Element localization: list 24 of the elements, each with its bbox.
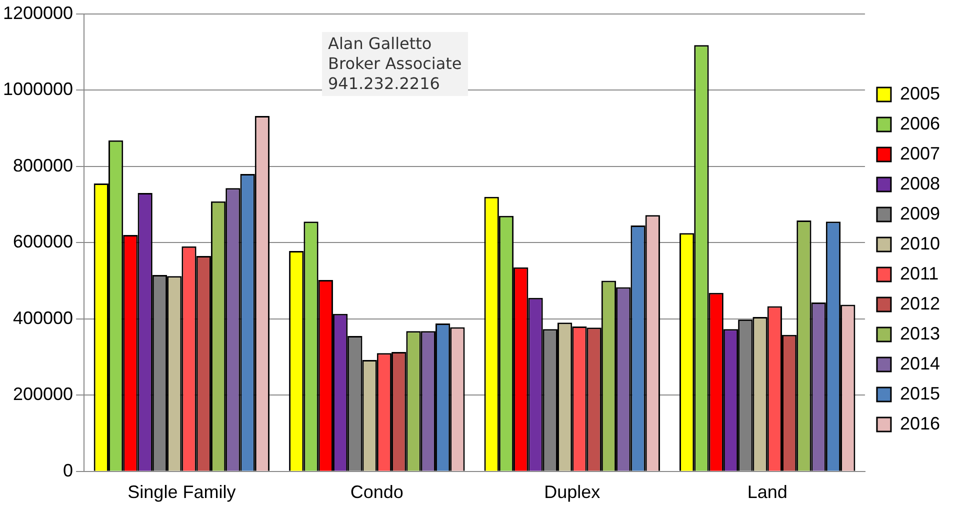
legend-label: 2006 [900, 113, 940, 134]
legend-label: 2015 [900, 383, 940, 404]
x-tick-label: Condo [350, 482, 404, 502]
legend-label: 2016 [900, 413, 940, 434]
y-tick-label: 800000 [12, 155, 74, 176]
legend-label: 2014 [900, 353, 940, 374]
legend-label: 2011 [900, 263, 939, 284]
y-tick-label: 200000 [12, 384, 74, 404]
x-tick-label: Single Family [128, 482, 236, 502]
legend-label: 2008 [900, 173, 940, 194]
legend-label: 2009 [900, 203, 940, 224]
legend-label: 2012 [900, 293, 940, 314]
legend-label: 2005 [900, 83, 940, 104]
y-tick-label: 1200000 [2, 2, 74, 23]
y-tick-label: 400000 [12, 308, 74, 328]
annotation: Alan Galletto Broker Associate 941.232.2216 [322, 32, 468, 96]
y-tick-label: 0 [63, 460, 74, 480]
x-tick-label: Duplex [544, 482, 600, 502]
legend-label: 2010 [900, 233, 940, 254]
y-tick-label: 600000 [12, 232, 74, 252]
legend-label: 2007 [900, 143, 940, 164]
x-tick-label: Land [747, 482, 788, 502]
legend-label: 2013 [900, 323, 940, 344]
y-tick-label: 1000000 [2, 79, 74, 100]
